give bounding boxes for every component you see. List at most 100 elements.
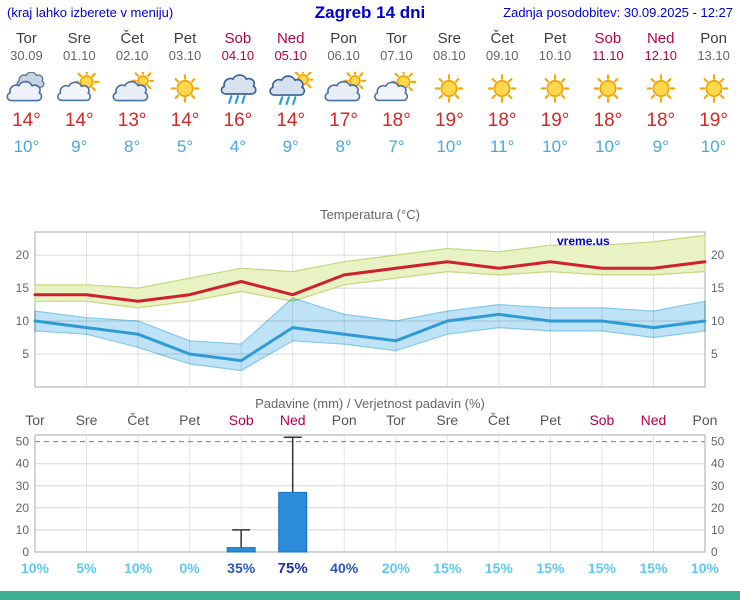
day-name: Čet bbox=[120, 30, 144, 47]
precip-probability: 15% bbox=[639, 560, 668, 576]
min-temperature: 10° bbox=[542, 137, 568, 156]
day-column-04-10[interactable]: Sob 04.10 16° 4° bbox=[211, 30, 264, 157]
max-temperature: 13° bbox=[117, 110, 147, 131]
location-hint: (kraj lahko izberete v meniju) bbox=[7, 5, 174, 20]
day-name: Sob bbox=[594, 30, 622, 47]
svg-text:40: 40 bbox=[711, 457, 725, 471]
day-date: 06.10 bbox=[327, 48, 360, 63]
precip-probability: 75% bbox=[278, 560, 308, 577]
day-icon-wrap bbox=[264, 72, 317, 106]
max-temperature: 18° bbox=[487, 110, 517, 131]
svg-text:15: 15 bbox=[711, 281, 725, 295]
max-temperature: 18° bbox=[646, 110, 676, 131]
weather-icon-rain-sun bbox=[269, 72, 313, 105]
precip-probability: 15% bbox=[485, 560, 514, 576]
min-temperature: 9° bbox=[71, 137, 88, 156]
day-column-12-10[interactable]: Ned 12.10 18° 9° bbox=[634, 30, 687, 157]
precip-probability: 15% bbox=[588, 560, 617, 576]
day-column-01-10[interactable]: Sre 01.10 14° 9° bbox=[53, 30, 106, 157]
day-date: 08.10 bbox=[433, 48, 466, 63]
max-temperature: 17° bbox=[329, 110, 358, 131]
min-temperature: 10° bbox=[13, 137, 40, 156]
day-icon-wrap bbox=[529, 72, 582, 106]
precip-probability: 10% bbox=[691, 560, 720, 576]
precip-probability: 20% bbox=[382, 560, 411, 576]
svg-text:10: 10 bbox=[711, 314, 725, 328]
precipitation-bar bbox=[226, 547, 256, 553]
max-temperature: 14° bbox=[64, 110, 94, 131]
svg-text:20: 20 bbox=[711, 501, 725, 515]
svg-text:50: 50 bbox=[711, 435, 725, 449]
day-date: 01.10 bbox=[63, 48, 96, 63]
day-name: Ned bbox=[276, 30, 305, 47]
day-column-13-10[interactable]: Pon 13.10 19° 10° bbox=[687, 30, 740, 157]
weather-icon-mostly-cloudy bbox=[112, 72, 155, 102]
day-column-30-09[interactable]: Tor 30.09 14° 10° bbox=[0, 30, 53, 157]
svg-text:20: 20 bbox=[16, 501, 30, 515]
day-icon-wrap bbox=[423, 72, 476, 106]
day-column-10-10[interactable]: Pet 10.10 19° 10° bbox=[529, 30, 582, 157]
day-name: Ned bbox=[646, 30, 675, 47]
day-column-09-10[interactable]: Čet 09.10 18° 11° bbox=[476, 30, 529, 157]
day-icon-wrap bbox=[106, 72, 159, 106]
day-icon-wrap bbox=[581, 72, 634, 106]
precip-day-label: Tor bbox=[25, 412, 45, 428]
day-icon-wrap bbox=[370, 72, 423, 106]
temperature-chart-svg: 5 5 10 10 15 15 20 20 vreme.us bbox=[16, 231, 725, 388]
precip-day-label: Sre bbox=[436, 412, 458, 428]
svg-text:5: 5 bbox=[22, 347, 29, 361]
day-icon-wrap bbox=[159, 72, 212, 106]
day-date: 12.10 bbox=[644, 48, 678, 63]
day-name: Sre bbox=[437, 30, 461, 47]
footer-bar bbox=[0, 591, 740, 600]
weather-icon-mostly-cloudy bbox=[324, 72, 366, 102]
svg-text:10: 10 bbox=[16, 314, 30, 328]
day-icon-wrap bbox=[0, 72, 53, 106]
day-date: 09.10 bbox=[485, 48, 519, 63]
day-column-08-10[interactable]: Sre 08.10 19° 10° bbox=[423, 30, 476, 157]
watermark-link[interactable]: vreme.us bbox=[557, 234, 610, 248]
precip-probability: 15% bbox=[536, 560, 565, 576]
min-temperature: 9° bbox=[652, 137, 669, 156]
precip-probability: 10% bbox=[21, 560, 50, 576]
weather-icon-sunny bbox=[646, 74, 676, 103]
svg-text:5: 5 bbox=[711, 347, 718, 361]
day-column-11-10[interactable]: Sob 11.10 18° 10° bbox=[581, 30, 634, 157]
max-temperature: 19° bbox=[434, 110, 464, 131]
weather-icon-partly-cloudy bbox=[374, 72, 417, 102]
precip-probability: 10% bbox=[124, 560, 153, 576]
min-temperature: 9° bbox=[282, 137, 299, 156]
day-name: Čet bbox=[490, 30, 514, 47]
day-date: 13.10 bbox=[697, 48, 730, 63]
max-temperature: 19° bbox=[699, 110, 728, 131]
day-icon-wrap bbox=[211, 72, 264, 106]
precip-day-label: Sob bbox=[589, 412, 614, 428]
day-name: Pet bbox=[543, 30, 567, 47]
day-date: 07.10 bbox=[380, 48, 413, 63]
day-column-05-10[interactable]: Ned 05.10 14° 9° bbox=[264, 30, 317, 157]
precipitation-bar bbox=[278, 491, 308, 553]
day-name: Tor bbox=[16, 30, 37, 47]
precip-day-label: Sob bbox=[229, 412, 254, 428]
day-column-06-10[interactable]: Pon 06.10 17° 8° bbox=[317, 30, 370, 157]
weather-icon-cloudy bbox=[6, 72, 45, 102]
day-icon-wrap bbox=[634, 72, 687, 106]
temperature-chart: 5 5 10 10 15 15 20 20 vreme.us bbox=[0, 224, 740, 394]
min-temperature: 4° bbox=[229, 137, 246, 156]
day-name: Sob bbox=[224, 30, 252, 47]
max-temperature: 18° bbox=[593, 110, 623, 131]
svg-text:30: 30 bbox=[711, 479, 725, 493]
precip-chart-title: Padavine (mm) / Verjetnost padavin (%) bbox=[255, 396, 485, 411]
day-column-07-10[interactable]: Tor 07.10 18° 7° bbox=[370, 30, 423, 157]
day-name: Sre bbox=[67, 30, 91, 47]
day-column-02-10[interactable]: Čet 02.10 13° 8° bbox=[106, 30, 159, 157]
precipitation-chart-svg: Tor Sre Čet Pet Sob Ned Pon Tor Sre Čet Pet Sob Ned P… bbox=[16, 412, 725, 577]
precip-day-label: Sre bbox=[76, 412, 98, 428]
weather-icon-sunny bbox=[170, 74, 200, 103]
svg-text:20: 20 bbox=[16, 248, 30, 262]
min-temperature: 11° bbox=[489, 137, 515, 156]
precip-day-label: Pon bbox=[693, 412, 718, 428]
min-temperature: 10° bbox=[436, 137, 463, 156]
day-column-03-10[interactable]: Pet 03.10 14° 5° bbox=[159, 30, 212, 157]
precipitation-chart: Tor Sre Čet Pet Sob Ned Pon Tor Sre Čet Pet Sob Ned P… bbox=[0, 411, 740, 579]
